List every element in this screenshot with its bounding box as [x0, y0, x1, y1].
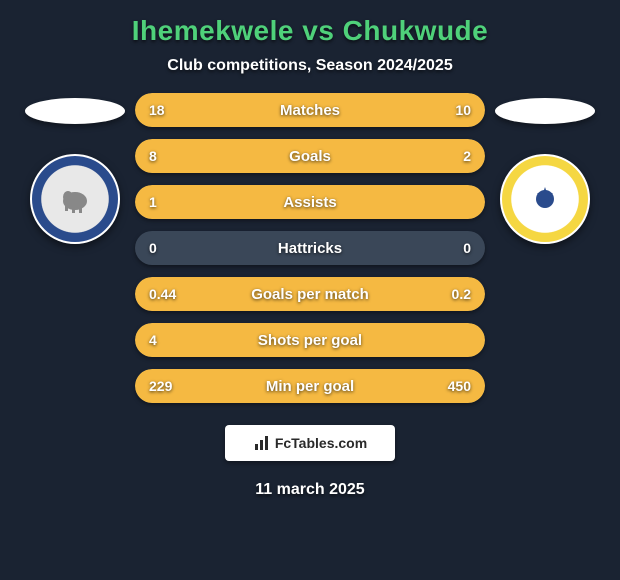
right-flag-icon	[495, 98, 595, 124]
right-club-badge-icon	[500, 154, 590, 244]
stat-value-right: 10	[455, 102, 471, 118]
stat-fill-left	[135, 139, 415, 173]
left-club-badge-icon	[30, 154, 120, 244]
stats-column: 18 Matches 10 8 Goals 2 1 Assists 0 Hattricks 0 0.4…	[135, 93, 485, 403]
stat-value-left: 18	[149, 102, 165, 118]
stat-label: Min per goal	[266, 378, 354, 395]
stat-value-right: 0.2	[452, 286, 471, 302]
stat-value-left: 0	[149, 240, 157, 256]
page-subtitle: Club competitions, Season 2024/2025	[167, 57, 452, 75]
stat-value-right: 450	[448, 378, 471, 394]
stat-fill-right	[415, 139, 485, 173]
stat-value-left: 4	[149, 332, 157, 348]
watermark-text: FcTables.com	[275, 435, 367, 451]
stat-value-left: 0.44	[149, 286, 176, 302]
watermark-badge: FcTables.com	[225, 425, 395, 461]
left-flag-icon	[25, 98, 125, 124]
stat-bar: 8 Goals 2	[135, 139, 485, 173]
stat-label: Goals	[289, 148, 331, 165]
stat-label: Goals per match	[251, 286, 369, 303]
right-player-column	[485, 93, 605, 244]
stat-bar: 0.44 Goals per match 0.2	[135, 277, 485, 311]
stat-value-left: 8	[149, 148, 157, 164]
stat-value-right: 2	[463, 148, 471, 164]
stat-bar: 18 Matches 10	[135, 93, 485, 127]
left-player-column	[15, 93, 135, 244]
stat-value-left: 229	[149, 378, 172, 394]
comparison-card: Ihemekwele vs Chukwude Club competitions…	[0, 0, 620, 580]
date-label: 11 march 2025	[255, 481, 364, 499]
main-row: 18 Matches 10 8 Goals 2 1 Assists 0 Hattricks 0 0.4…	[0, 93, 620, 403]
chart-icon	[253, 434, 271, 452]
stat-value-right: 0	[463, 240, 471, 256]
elephant-icon	[55, 179, 95, 219]
ball-star-icon	[525, 179, 565, 219]
stat-bar: 0 Hattricks 0	[135, 231, 485, 265]
stat-bar: 229 Min per goal 450	[135, 369, 485, 403]
stat-label: Shots per goal	[258, 332, 362, 349]
stat-value-left: 1	[149, 194, 157, 210]
stat-bar: 4 Shots per goal	[135, 323, 485, 357]
stat-bar: 1 Assists	[135, 185, 485, 219]
stat-label: Assists	[283, 194, 336, 211]
page-title: Ihemekwele vs Chukwude	[132, 15, 488, 47]
stat-label: Matches	[280, 102, 340, 119]
stat-label: Hattricks	[278, 240, 342, 257]
